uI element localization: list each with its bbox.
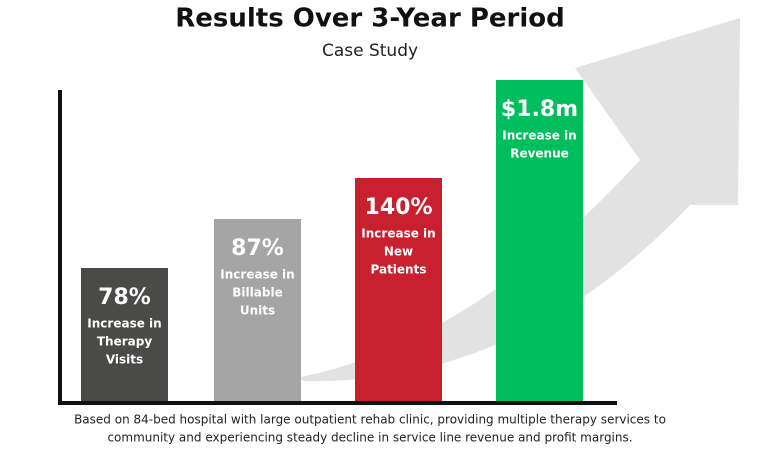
bar-label: Visits [106,353,143,367]
bar-label: Increase in [502,129,576,143]
title: Results Over 3-Year Period [175,4,565,34]
bar-value: 87% [231,236,284,261]
bar-label: Units [240,304,275,318]
bar-label: Therapy [97,335,152,349]
bar-label: Patients [371,263,427,277]
bar-label: Increase in [220,268,294,282]
bar-label: Increase in [87,317,161,331]
growth-arrow [296,18,740,382]
bar [355,178,442,401]
bar [496,80,583,401]
subtitle: Case Study [322,41,418,61]
bar-label: New [384,245,413,259]
footnote: Based on 84-bed hospital with large outp… [74,413,666,427]
bar-value: $1.8m [501,97,578,122]
bar-label: Billable [232,286,282,300]
bar [81,268,168,401]
footnote: community and experiencing steady declin… [107,431,632,445]
bar [214,219,301,401]
bar-label: Increase in [361,227,435,241]
bar-value: 140% [365,195,433,220]
bar-value: 78% [98,285,151,310]
bar-label: Revenue [510,147,569,161]
